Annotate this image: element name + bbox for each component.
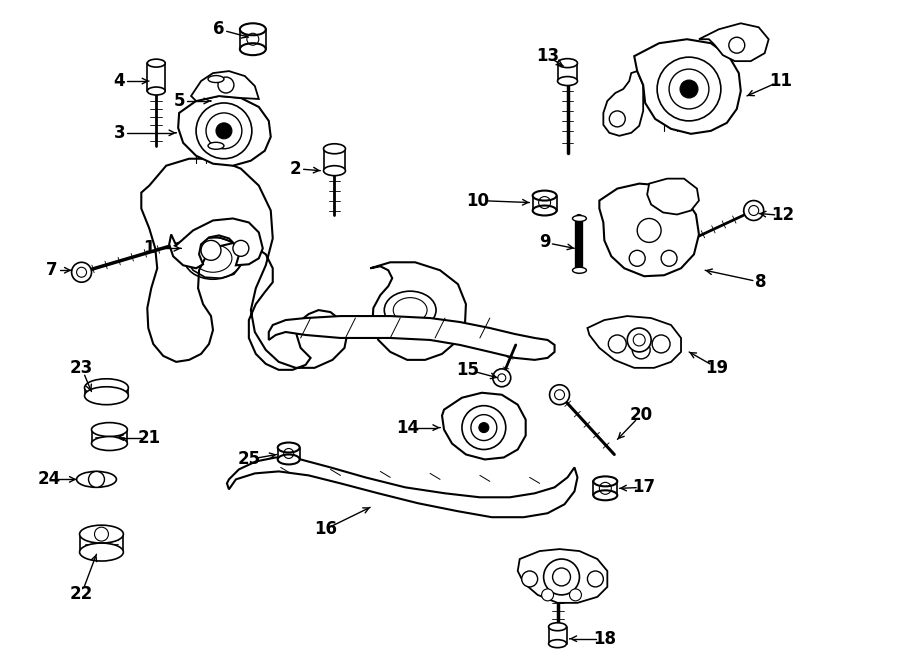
Circle shape xyxy=(218,77,234,93)
Ellipse shape xyxy=(240,43,266,55)
Text: 19: 19 xyxy=(706,359,728,377)
Text: 17: 17 xyxy=(633,479,656,496)
Text: 9: 9 xyxy=(539,233,551,251)
Text: 12: 12 xyxy=(771,206,794,225)
Ellipse shape xyxy=(533,190,556,200)
Polygon shape xyxy=(588,316,681,368)
Polygon shape xyxy=(191,71,259,101)
Text: 18: 18 xyxy=(593,630,616,648)
Ellipse shape xyxy=(208,75,224,83)
Text: 3: 3 xyxy=(113,124,125,142)
Text: 16: 16 xyxy=(314,520,337,538)
Ellipse shape xyxy=(533,206,556,215)
Polygon shape xyxy=(699,23,769,61)
Ellipse shape xyxy=(557,59,578,67)
Circle shape xyxy=(609,111,626,127)
Ellipse shape xyxy=(278,455,300,465)
Circle shape xyxy=(652,335,670,353)
Text: 10: 10 xyxy=(466,192,490,210)
Circle shape xyxy=(680,80,698,98)
Text: 24: 24 xyxy=(38,471,61,488)
Text: 8: 8 xyxy=(755,273,767,292)
Ellipse shape xyxy=(85,387,129,405)
Ellipse shape xyxy=(92,422,128,436)
Polygon shape xyxy=(178,96,271,166)
Text: 1: 1 xyxy=(143,239,155,257)
Circle shape xyxy=(588,571,603,587)
Text: 4: 4 xyxy=(113,72,125,90)
Ellipse shape xyxy=(593,490,617,500)
Circle shape xyxy=(201,241,221,260)
Ellipse shape xyxy=(278,442,300,453)
Polygon shape xyxy=(370,262,466,360)
Circle shape xyxy=(196,103,252,159)
Ellipse shape xyxy=(76,471,116,487)
Ellipse shape xyxy=(148,87,166,95)
Polygon shape xyxy=(169,219,263,268)
Polygon shape xyxy=(141,159,347,370)
Circle shape xyxy=(88,471,104,487)
Ellipse shape xyxy=(572,267,587,273)
Polygon shape xyxy=(634,39,741,134)
Circle shape xyxy=(657,57,721,121)
Polygon shape xyxy=(442,393,526,459)
Circle shape xyxy=(627,328,652,352)
Circle shape xyxy=(462,406,506,449)
Circle shape xyxy=(72,262,92,282)
Ellipse shape xyxy=(572,215,587,221)
Text: 21: 21 xyxy=(138,428,161,447)
Text: 13: 13 xyxy=(536,47,559,65)
Text: 15: 15 xyxy=(456,361,480,379)
Polygon shape xyxy=(227,457,578,517)
Polygon shape xyxy=(599,184,699,276)
Circle shape xyxy=(608,335,626,353)
Text: 11: 11 xyxy=(770,72,792,90)
Text: 5: 5 xyxy=(174,92,184,110)
Ellipse shape xyxy=(79,525,123,543)
Circle shape xyxy=(522,571,537,587)
Ellipse shape xyxy=(549,640,566,648)
Circle shape xyxy=(632,341,650,359)
Ellipse shape xyxy=(557,77,578,85)
Text: 23: 23 xyxy=(70,359,94,377)
Circle shape xyxy=(493,369,510,387)
Circle shape xyxy=(542,589,554,601)
Ellipse shape xyxy=(323,166,346,176)
Circle shape xyxy=(233,241,248,256)
Polygon shape xyxy=(647,178,699,214)
Text: 14: 14 xyxy=(397,418,419,436)
Circle shape xyxy=(662,251,677,266)
Text: 7: 7 xyxy=(46,261,58,279)
Polygon shape xyxy=(603,71,643,136)
Ellipse shape xyxy=(85,379,129,397)
Circle shape xyxy=(550,385,570,405)
Ellipse shape xyxy=(79,543,123,561)
Ellipse shape xyxy=(208,142,224,149)
Ellipse shape xyxy=(323,144,346,154)
Text: 20: 20 xyxy=(630,406,652,424)
Circle shape xyxy=(743,200,764,221)
Circle shape xyxy=(216,123,232,139)
Polygon shape xyxy=(518,549,608,603)
Circle shape xyxy=(94,527,108,541)
Circle shape xyxy=(570,589,581,601)
Circle shape xyxy=(637,219,662,243)
Ellipse shape xyxy=(92,436,128,451)
Text: 2: 2 xyxy=(290,160,302,178)
Circle shape xyxy=(479,422,489,432)
Ellipse shape xyxy=(593,477,617,486)
Ellipse shape xyxy=(549,623,566,631)
Circle shape xyxy=(629,251,645,266)
Ellipse shape xyxy=(148,59,166,67)
Polygon shape xyxy=(269,316,554,360)
Text: 22: 22 xyxy=(70,585,94,603)
Circle shape xyxy=(544,559,580,595)
Text: 6: 6 xyxy=(213,20,225,38)
Circle shape xyxy=(729,37,745,53)
Text: 25: 25 xyxy=(238,450,260,469)
Ellipse shape xyxy=(240,23,266,35)
